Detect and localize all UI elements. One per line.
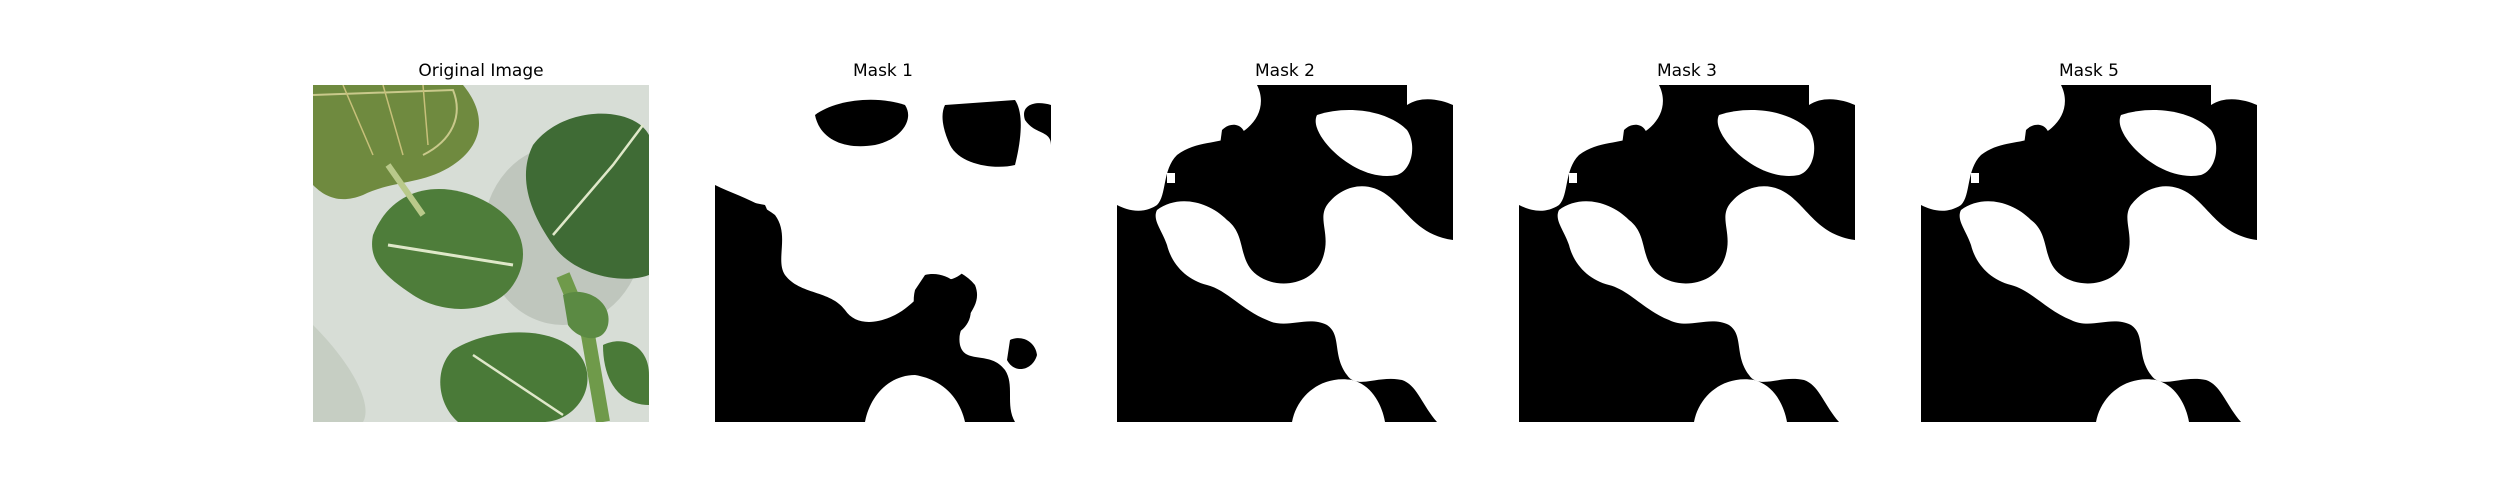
panel-title: Original Image xyxy=(418,61,544,81)
panel-mask-5: Mask 5 xyxy=(1921,0,2257,500)
mask-5-image xyxy=(1921,85,2257,422)
panel-title: Mask 1 xyxy=(852,61,913,81)
panel-mask-2: Mask 2 xyxy=(1117,0,1453,500)
panel-mask-3: Mask 3 xyxy=(1519,0,1855,500)
mask-1-image xyxy=(715,85,1051,422)
panel-title: Mask 3 xyxy=(1656,61,1717,81)
panel-original-image: Original Image xyxy=(313,0,649,500)
panel-mask-1: Mask 1 xyxy=(715,0,1051,500)
mask-2-image xyxy=(1117,85,1453,422)
panel-title: Mask 5 xyxy=(2058,61,2119,81)
original-plant-photo xyxy=(313,85,649,422)
panel-title: Mask 2 xyxy=(1254,61,1315,81)
mask-3-image xyxy=(1519,85,1855,422)
